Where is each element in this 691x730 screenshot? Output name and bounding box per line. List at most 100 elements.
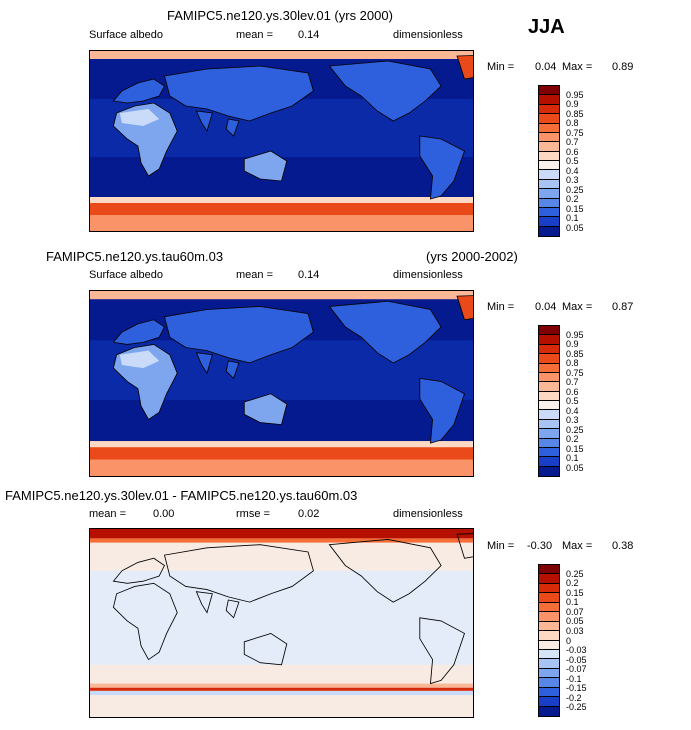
- colorbar-level-label: 0.15: [566, 443, 584, 454]
- map-plot: [89, 528, 474, 718]
- max-label: Max =: [562, 301, 593, 313]
- colorbar-level-label: 0.05: [566, 222, 584, 233]
- colorbar-swatch: [539, 466, 559, 476]
- min-label: Min =: [487, 61, 515, 73]
- max-value: 0.89: [612, 61, 634, 73]
- rmse-label-text: rmse: [236, 508, 261, 520]
- units-label: dimensionless: [393, 508, 463, 520]
- panel-years: (yrs 2000-2002): [426, 249, 518, 264]
- colorbar-level-label: 0.85: [566, 108, 584, 119]
- colorbar-level-label: 0.2: [566, 434, 579, 444]
- colorbar-swatch: [539, 621, 559, 632]
- colorbar-swatch: [539, 668, 559, 679]
- colorbar-level-label: -0.07: [566, 664, 587, 675]
- colorbar-level-label: 0.3: [566, 415, 579, 425]
- colorbar-swatch: [539, 457, 559, 467]
- colorbar-level-label: 0.1: [566, 597, 579, 608]
- max-label: Max =: [562, 61, 593, 73]
- colorbar-swatch: [539, 678, 559, 688]
- units-label: dimensionless: [393, 269, 463, 281]
- colorbar-level-label: -0.15: [566, 683, 587, 694]
- mean-label-text: mean: [89, 508, 117, 520]
- colorbar-level-label: 0.9: [566, 339, 579, 349]
- colorbar-swatch: [539, 326, 559, 336]
- rmse-value: 0.02: [298, 508, 320, 520]
- colorbar-level-label: 0.2: [566, 194, 579, 204]
- colorbar-swatch: [539, 189, 559, 199]
- colorbar-swatch: [539, 391, 559, 401]
- map-plot: [89, 290, 474, 477]
- mean-label: mean =: [89, 508, 127, 520]
- colorbar-level-label: 0.6: [566, 146, 579, 157]
- colorbar-swatch: [539, 659, 559, 669]
- mean-label-text: mean: [236, 29, 264, 41]
- panel-title: FAMIPC5.ne120.ys.tau60m.03: [46, 249, 224, 264]
- colorbar-level-label: 0.85: [566, 348, 584, 359]
- colorbar-level-label: -0.25: [566, 702, 587, 713]
- colorbar-swatch: [539, 612, 559, 622]
- colorbar-swatch: [539, 649, 559, 660]
- colorbar-swatch: [539, 151, 559, 161]
- season-label: JJA: [528, 16, 565, 38]
- variable-name: Surface albedo: [89, 269, 163, 281]
- colorbar-level-label: 0.75: [566, 367, 584, 378]
- colorbar-level-label: -0.1: [566, 673, 582, 684]
- colorbar-swatch: [539, 382, 559, 392]
- variable-name: Surface albedo: [89, 29, 163, 41]
- colorbar-swatch: [539, 179, 559, 190]
- colorbar-swatch: [539, 198, 559, 208]
- colorbar-swatch: [539, 114, 559, 124]
- map-canvas: [90, 291, 473, 476]
- colorbar-level-label: 0.2: [566, 578, 579, 589]
- colorbar-level-label: -0.03: [566, 645, 587, 656]
- mean-label: mean =: [236, 29, 274, 41]
- colorbar-level-label: 0.25: [566, 184, 584, 195]
- colorbar-swatch: [539, 226, 559, 236]
- colorbar-swatch: [539, 631, 559, 641]
- colorbar-swatch: [539, 372, 559, 383]
- min-value: -0.30: [527, 540, 553, 552]
- colorbar-level-label: 0.03: [566, 625, 584, 636]
- rmse-label: rmse =: [236, 508, 270, 520]
- colorbar-level-label: 0.07: [566, 606, 584, 617]
- colorbar-level-label: 0.5: [566, 156, 579, 166]
- colorbar-swatch: [539, 142, 559, 152]
- colorbar-level-label: 0.95: [566, 89, 584, 100]
- max-label: Max =: [562, 540, 593, 552]
- colorbar-swatch: [539, 86, 559, 96]
- colorbar-swatch: [539, 132, 559, 143]
- colorbar-level-label: 0.7: [566, 377, 579, 387]
- colorbar-level-label: 0.9: [566, 99, 579, 109]
- colorbar: [538, 85, 560, 237]
- colorbar-swatch: [539, 419, 559, 430]
- colorbar-swatch: [539, 344, 559, 355]
- map-canvas: [90, 529, 473, 717]
- min-label: Min =: [487, 301, 515, 313]
- colorbar-swatch: [539, 363, 559, 373]
- colorbar-swatch: [539, 104, 559, 115]
- colorbar-swatch: [539, 410, 559, 420]
- min-value: 0.04: [535, 61, 557, 73]
- colorbar-level-label: 0.15: [566, 203, 584, 214]
- colorbar-level-label: 0.95: [566, 329, 584, 340]
- colorbar-swatch: [539, 687, 559, 698]
- mean-value: 0.14: [298, 29, 320, 41]
- colorbar-swatch: [539, 95, 559, 105]
- colorbar-swatch: [539, 335, 559, 345]
- colorbar-level-label: 0.6: [566, 386, 579, 397]
- colorbar-swatch: [539, 640, 559, 650]
- colorbar-swatch: [539, 583, 559, 594]
- colorbar-level-label: 0.4: [566, 165, 579, 176]
- colorbar-swatch: [539, 697, 559, 707]
- colorbar-level-label: 0.25: [566, 568, 584, 579]
- colorbar-level-label: 0.15: [566, 587, 584, 598]
- panel-title: FAMIPC5.ne120.ys.30lev.01 (yrs 2000): [167, 8, 393, 23]
- colorbar-swatch: [539, 438, 559, 448]
- min-label: Min =: [487, 540, 515, 552]
- colorbar-level-label: 0.1: [566, 453, 579, 463]
- colorbar-swatch: [539, 123, 559, 133]
- mean-label-text: mean: [236, 269, 264, 281]
- colorbar-level-label: -0.05: [566, 654, 587, 665]
- colorbar-level-label: -0.2: [566, 692, 582, 703]
- colorbar-swatch: [539, 429, 559, 439]
